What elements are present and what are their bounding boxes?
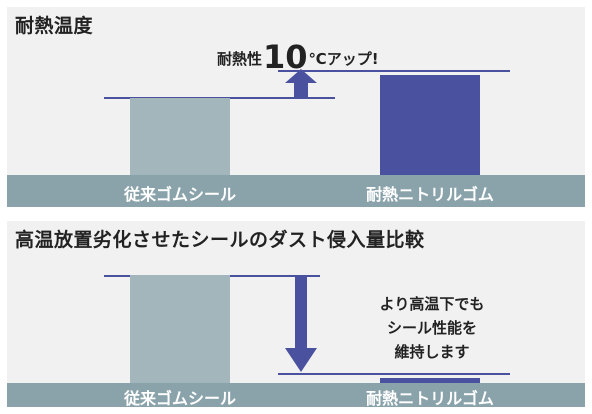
dust-callout: より高温下でも シール性能を 維持します [352,292,512,364]
category-strip: 従来ゴムシール 耐熱ニトリルゴム [7,175,585,207]
nitrile-level-line [278,373,510,375]
nitrile-level-line [278,70,510,72]
bar-nitrile [380,378,480,383]
tick-label-nitrile: 耐熱ニトリルゴム [366,389,494,408]
callout-prefix: 耐熱性 [217,50,263,68]
down-arrow-icon [285,276,317,372]
callout-line: シール性能を [386,319,477,337]
heat-resistance-chart: 耐熱温度 耐熱性10℃アップ! 従来ゴムシール 耐熱ニトリルゴム [7,7,585,207]
category-strip: 従来ゴムシール 耐熱ニトリルゴム [7,383,585,408]
up-arrow-icon [285,69,317,99]
dust-ingress-chart: 高温放置劣化させたシールのダスト侵入量比較 より高温下でも シール性能を 維持し… [7,221,585,408]
chart-title: 高温放置劣化させたシールのダスト侵入量比較 [15,229,425,251]
heat-callout: 耐熱性10℃アップ! [217,38,379,76]
tick-label-conventional: 従来ゴムシール [123,389,236,408]
chart-title: 耐熱温度 [15,15,94,37]
tick-label-nitrile: 耐熱ニトリルゴム [366,185,494,204]
tick-label-conventional: 従来ゴムシール [123,185,236,204]
bar-nitrile [380,75,480,175]
callout-line: より高温下でも [379,295,485,313]
callout-line: 維持します [394,343,470,361]
bar-conventional [130,275,230,383]
callout-number: 10 [263,38,308,76]
bar-conventional [130,98,230,175]
callout-suffix: ℃アップ! [308,50,379,68]
